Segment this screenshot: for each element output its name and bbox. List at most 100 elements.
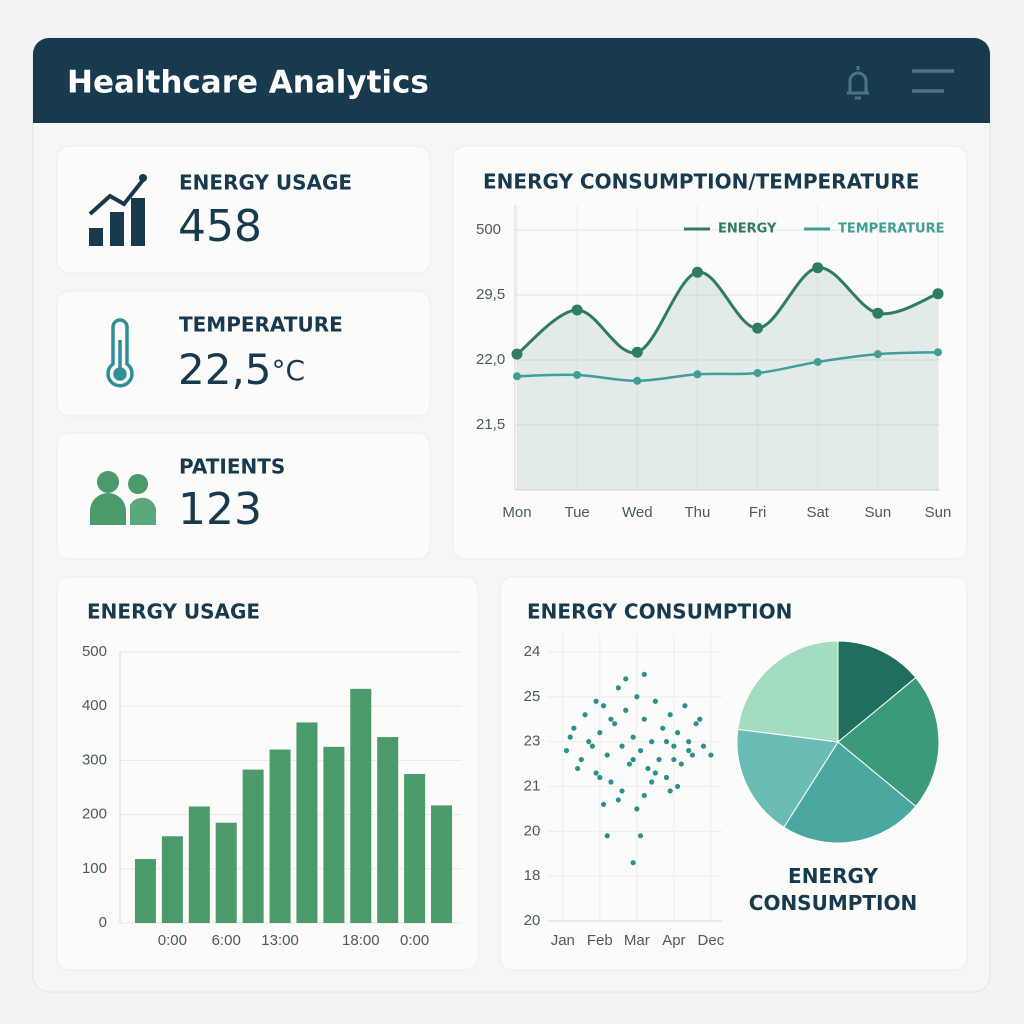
- point: [619, 788, 625, 794]
- point: [691, 266, 703, 278]
- bar: [134, 859, 156, 923]
- point: [578, 756, 584, 763]
- pie-title-line: ENERGY: [788, 864, 878, 888]
- point: [615, 685, 621, 691]
- x-tick-label: Wed: [622, 504, 653, 521]
- point: [667, 788, 673, 794]
- chart-title: ENERGY USAGE: [87, 600, 260, 624]
- bar: [242, 769, 264, 923]
- point: [593, 698, 599, 704]
- pie-title: ENERGY CONSUMPTION: [749, 864, 917, 915]
- x-tick-label: Jan: [551, 932, 575, 949]
- kpi-label: TEMPERATURE: [179, 313, 343, 337]
- point: [575, 765, 581, 772]
- x-tick-label: 6:00: [212, 932, 241, 949]
- point: [812, 262, 824, 274]
- y-tick-label: 400: [82, 697, 107, 714]
- pie-slice: [783, 741, 917, 844]
- point: [623, 707, 629, 713]
- patients-icon: [90, 471, 156, 525]
- kpi-card: [56, 432, 431, 560]
- point: [873, 350, 882, 359]
- x-tick-label: 13:00: [261, 932, 299, 949]
- point: [615, 797, 621, 803]
- point: [663, 774, 670, 781]
- point: [649, 739, 655, 745]
- chart-card: [452, 145, 968, 560]
- point: [630, 860, 636, 866]
- point: [604, 752, 610, 758]
- point: [571, 304, 583, 316]
- kpi-label: PATIENTS: [179, 455, 285, 479]
- point: [645, 765, 651, 772]
- x-tick-label: Sat: [806, 504, 829, 521]
- bar: [161, 836, 183, 923]
- bell-icon[interactable]: [847, 66, 869, 100]
- y-tick-label: 300: [82, 751, 107, 768]
- point: [813, 357, 822, 366]
- point: [697, 716, 703, 722]
- point: [612, 721, 618, 727]
- legend-label: ENERGY: [718, 222, 777, 237]
- point: [511, 348, 523, 360]
- point: [597, 730, 603, 736]
- bar: [296, 722, 318, 923]
- point: [693, 370, 702, 379]
- point: [752, 322, 764, 334]
- series-line: [516, 350, 939, 383]
- y-tick-label: 200: [82, 806, 107, 823]
- y-tick-label: 24: [524, 643, 541, 660]
- point: [674, 783, 681, 790]
- point: [678, 761, 684, 767]
- kpi-card: [56, 290, 431, 417]
- x-tick-label: Thu: [684, 504, 710, 521]
- point: [600, 801, 607, 808]
- point: [563, 747, 570, 754]
- bar: [323, 746, 345, 923]
- point: [872, 307, 884, 319]
- y-tick-label: 500: [82, 643, 107, 660]
- area: [517, 267, 938, 490]
- point: [513, 372, 521, 381]
- point: [608, 716, 614, 722]
- point: [652, 770, 658, 776]
- point: [630, 756, 636, 763]
- point: [619, 743, 625, 749]
- kpi-card: [56, 145, 431, 274]
- y-tick-label: 25: [524, 688, 541, 705]
- x-tick-label: Tue: [564, 504, 589, 521]
- y-tick-label: 20: [524, 912, 541, 929]
- x-tick-label: Mon: [502, 504, 531, 521]
- point: [637, 833, 644, 839]
- kpi-value: 458: [178, 201, 262, 252]
- point: [641, 671, 647, 677]
- point: [932, 288, 944, 300]
- y-tick-label: 20: [524, 822, 541, 839]
- x-tick-label: Sun: [925, 504, 952, 521]
- x-tick-label: Mar: [624, 932, 650, 949]
- thermometer-icon: [106, 318, 134, 388]
- point: [649, 779, 655, 785]
- point: [934, 348, 942, 357]
- bar: [188, 806, 210, 923]
- y-tick-label: 29,5: [476, 286, 505, 303]
- app-title: Healthcare Analytics: [67, 65, 429, 101]
- point: [671, 743, 677, 749]
- point: [634, 806, 640, 812]
- x-tick-label: 18:00: [342, 932, 380, 949]
- kpi-unit: °C: [272, 354, 306, 387]
- point: [586, 739, 592, 745]
- y-tick-label: 21: [524, 777, 541, 794]
- point: [686, 747, 692, 754]
- x-tick-label: Feb: [587, 932, 613, 949]
- point: [571, 725, 577, 731]
- y-tick-label: 18: [524, 867, 541, 884]
- point: [682, 703, 688, 709]
- menu-icon[interactable]: [912, 69, 954, 93]
- chart-title: ENERGY CONSUMPTION/TEMPERATURE: [483, 170, 919, 194]
- y-tick-label: 100: [82, 860, 107, 877]
- bar: [404, 773, 426, 923]
- kpi-value: 22,5°C: [178, 345, 305, 394]
- kpi-number: 22,5: [178, 345, 272, 394]
- y-tick-label: 22,0: [476, 351, 505, 368]
